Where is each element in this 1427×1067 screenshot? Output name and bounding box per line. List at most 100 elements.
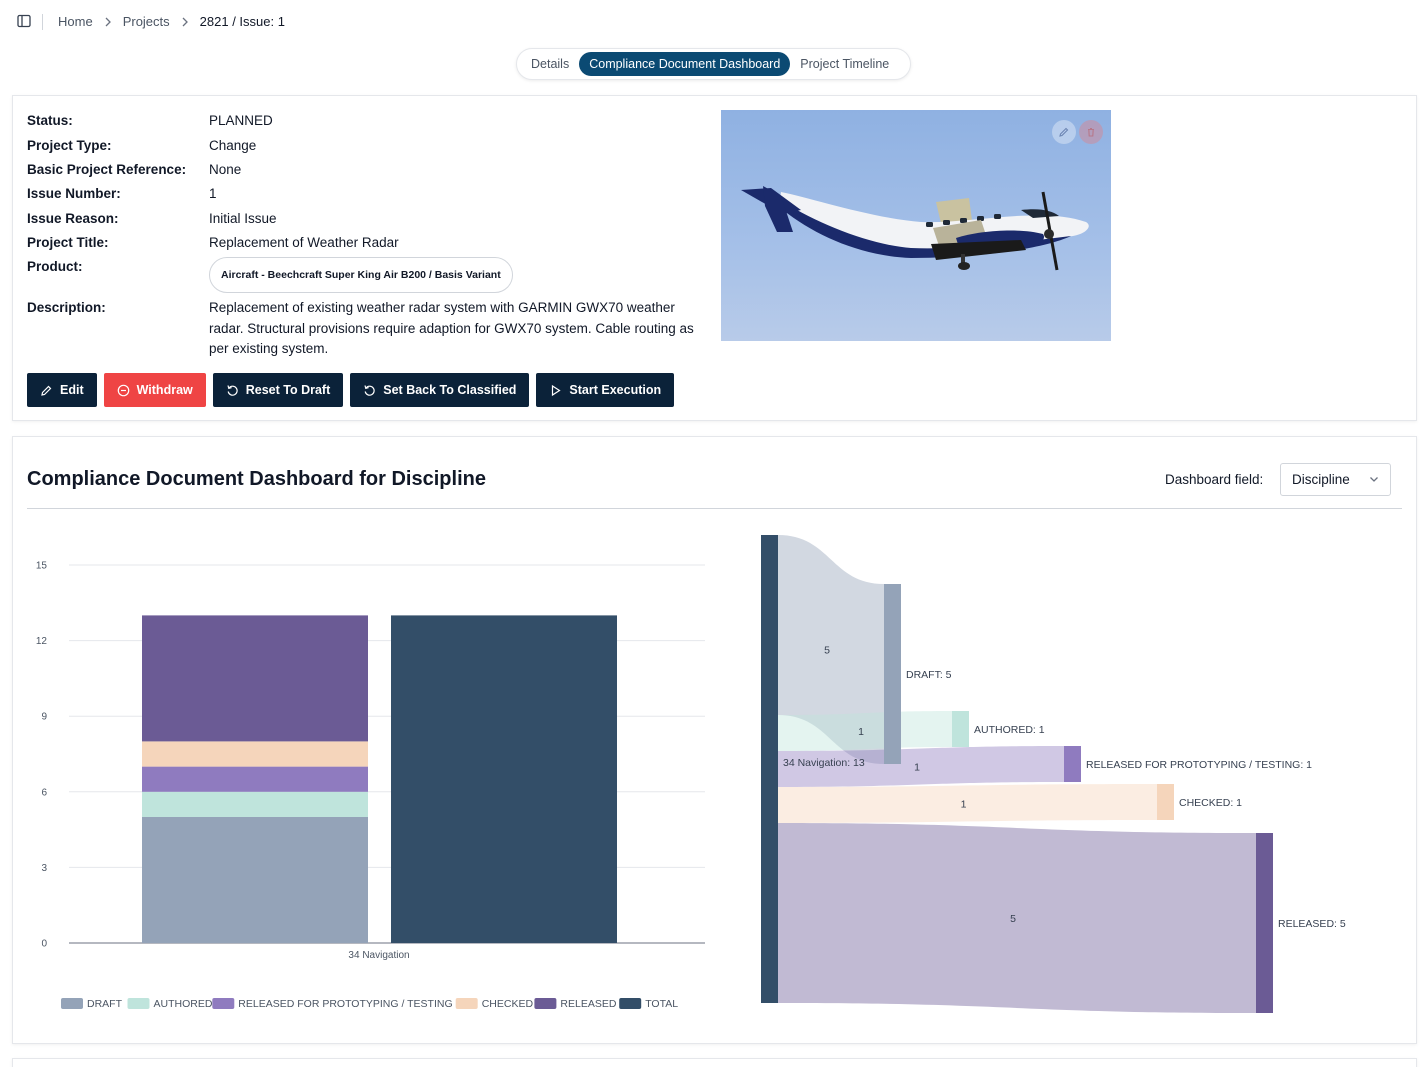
start-execution-button[interactable]: Start Execution <box>536 373 675 407</box>
legend-label-total: TOTAL <box>645 998 678 1010</box>
basic-project-reference-value: None <box>209 162 242 177</box>
stacked-bar-chart: 0 3 6 9 12 15 34 Navigation DRAFT AUTHORED RELEAS… <box>36 561 705 1010</box>
y-tick-label: 0 <box>41 939 47 950</box>
sankey-node-label-authored: AUTHORED: 1 <box>974 724 1045 736</box>
project-title-label: Project Title: <box>27 235 109 250</box>
edit-button-label: Edit <box>60 383 84 397</box>
sankey-node-label-checked: CHECKED: 1 <box>1179 797 1242 809</box>
tab-compliance-document-dashboard[interactable]: Compliance Document Dashboard <box>579 52 791 76</box>
y-tick-label: 6 <box>41 787 47 798</box>
x-category-label: 34 Navigation <box>348 950 409 961</box>
topbar-divider <box>42 14 43 30</box>
bar-authored <box>142 791 368 817</box>
bar-released-for-prototyping-testing <box>142 766 368 792</box>
edit-button[interactable]: Edit <box>27 373 97 407</box>
issue-number-label: Issue Number: <box>27 186 121 201</box>
sankey-node-released-for-prototyping-testing <box>1064 746 1081 782</box>
legend-label-authored: AUTHORED <box>154 998 213 1010</box>
sidebar-toggle-icon[interactable] <box>17 14 31 28</box>
breadcrumb: Home Projects 2821 / Issue: 1 <box>58 14 285 29</box>
issue-reason-value: Initial Issue <box>209 211 277 226</box>
bar-checked <box>142 741 368 767</box>
project-details-card: Status: PLANNED Project Type: Change Bas… <box>12 95 1417 421</box>
withdraw-button[interactable]: Withdraw <box>103 373 206 407</box>
start-execution-button-label: Start Execution <box>569 383 662 397</box>
edit-image-button[interactable] <box>1052 120 1076 144</box>
legend-label-checked: CHECKED <box>482 998 534 1010</box>
minus-circle-icon <box>117 384 129 396</box>
legend-label-released: RELEASED <box>560 998 616 1010</box>
play-icon <box>552 384 562 396</box>
chevron-down-icon <box>1370 477 1378 482</box>
dashboard-field-label: Dashboard field: <box>1165 472 1264 487</box>
sankey-link-released <box>778 823 1256 1013</box>
sankey-node-released <box>1256 833 1273 1013</box>
trash-icon <box>1088 127 1094 137</box>
sankey-node-label-released: RELEASED: 5 <box>1278 918 1346 930</box>
dashboard-field-value: Discipline <box>1292 472 1350 487</box>
project-type-value: Change <box>209 138 257 153</box>
project-title-value: Replacement of Weather Radar <box>209 235 399 250</box>
delete-image-button[interactable] <box>1079 120 1103 144</box>
sankey-link-label-authored: 1 <box>858 726 864 738</box>
project-type-label: Project Type: <box>27 138 112 153</box>
sankey-link-label-draft: 5 <box>824 645 830 657</box>
bar-total <box>391 615 617 943</box>
tab-details[interactable]: Details <box>531 57 570 71</box>
sankey-node-source <box>761 535 778 1003</box>
sankey-link-label-released-for-prototyping-testing: 1 <box>914 762 920 774</box>
legend-label-released-for-prototyping-testing: RELEASED FOR PROTOTYPING / TESTING <box>238 998 452 1010</box>
product-label: Product: <box>27 259 83 274</box>
sankey-node-checked <box>1157 784 1174 820</box>
sankey-link-draft <box>778 535 884 764</box>
legend-swatch-authored <box>127 998 150 1009</box>
breadcrumb-home[interactable]: Home <box>58 14 93 29</box>
undo-icon <box>364 384 375 396</box>
sankey-link-checked <box>778 784 1157 823</box>
reset-to-draft-button[interactable]: Reset To Draft <box>212 373 344 407</box>
aircraft-photo <box>721 110 1111 341</box>
compliance-dashboard-card: Compliance Document Dashboard for Discip… <box>12 436 1417 1044</box>
product-chip[interactable]: Aircraft - Beechcraft Super King Air B20… <box>209 257 513 293</box>
bar-draft <box>142 817 368 943</box>
breadcrumb-projects[interactable]: Projects <box>122 14 170 29</box>
issue-reason-label: Issue Reason: <box>27 211 119 226</box>
description-label: Description: <box>27 300 106 315</box>
dashboard-divider <box>27 508 1402 509</box>
bar-released <box>142 615 368 742</box>
dashboard-title: Compliance Document Dashboard for Discip… <box>27 468 486 490</box>
sankey-node-label-source: 34 Navigation: 13 <box>783 757 865 769</box>
y-tick-label: 3 <box>41 863 47 874</box>
issue-number-value: 1 <box>209 186 217 201</box>
pencil-icon <box>1059 127 1069 137</box>
legend-swatch-checked <box>455 998 478 1009</box>
legend-swatch-released-for-prototyping-testing <box>212 998 235 1009</box>
sankey-chart: 5 1 1 1 5 34 Navigation: 13 DRAFT: 5 AUTHORED: … <box>761 535 1346 1013</box>
sankey-link-released-for-prototyping-testing <box>778 746 1064 787</box>
legend-swatch-total <box>619 998 642 1009</box>
dashboard-field-select[interactable]: Discipline <box>1280 463 1391 496</box>
legend-label-draft: DRAFT <box>87 998 123 1010</box>
set-back-to-classified-button[interactable]: Set Back To Classified <box>350 373 530 407</box>
description-value: Replacement of existing weather radar sy… <box>209 300 694 356</box>
pencil-icon <box>41 385 52 396</box>
sankey-node-draft <box>884 584 901 764</box>
undo-icon <box>227 384 238 396</box>
sankey-node-label-draft: DRAFT: 5 <box>906 669 952 681</box>
y-tick-label: 15 <box>36 561 48 572</box>
withdraw-button-label: Withdraw <box>136 383 193 397</box>
sankey-link-label-released: 5 <box>1010 913 1016 925</box>
reset-to-draft-button-label: Reset To Draft <box>245 383 331 397</box>
top-bar: Home Projects 2821 / Issue: 1 <box>0 0 1427 44</box>
y-tick-label: 9 <box>41 712 47 723</box>
set-back-to-classified-button-label: Set Back To Classified <box>383 383 517 397</box>
breadcrumb-current: 2821 / Issue: 1 <box>199 14 285 29</box>
legend-swatch-released <box>534 998 557 1009</box>
chevron-right-icon <box>93 17 123 27</box>
chevron-right-icon <box>170 17 200 27</box>
project-actions: Edit Withdraw Reset To Draft Set Back To… <box>27 373 675 407</box>
aircraft-image <box>721 110 1111 341</box>
sankey-node-label-released-for-prototyping-testing: RELEASED FOR PROTOTYPING / TESTING: 1 <box>1086 759 1312 771</box>
tab-project-timeline[interactable]: Project Timeline <box>800 57 890 71</box>
status-label: Status: <box>27 113 73 128</box>
